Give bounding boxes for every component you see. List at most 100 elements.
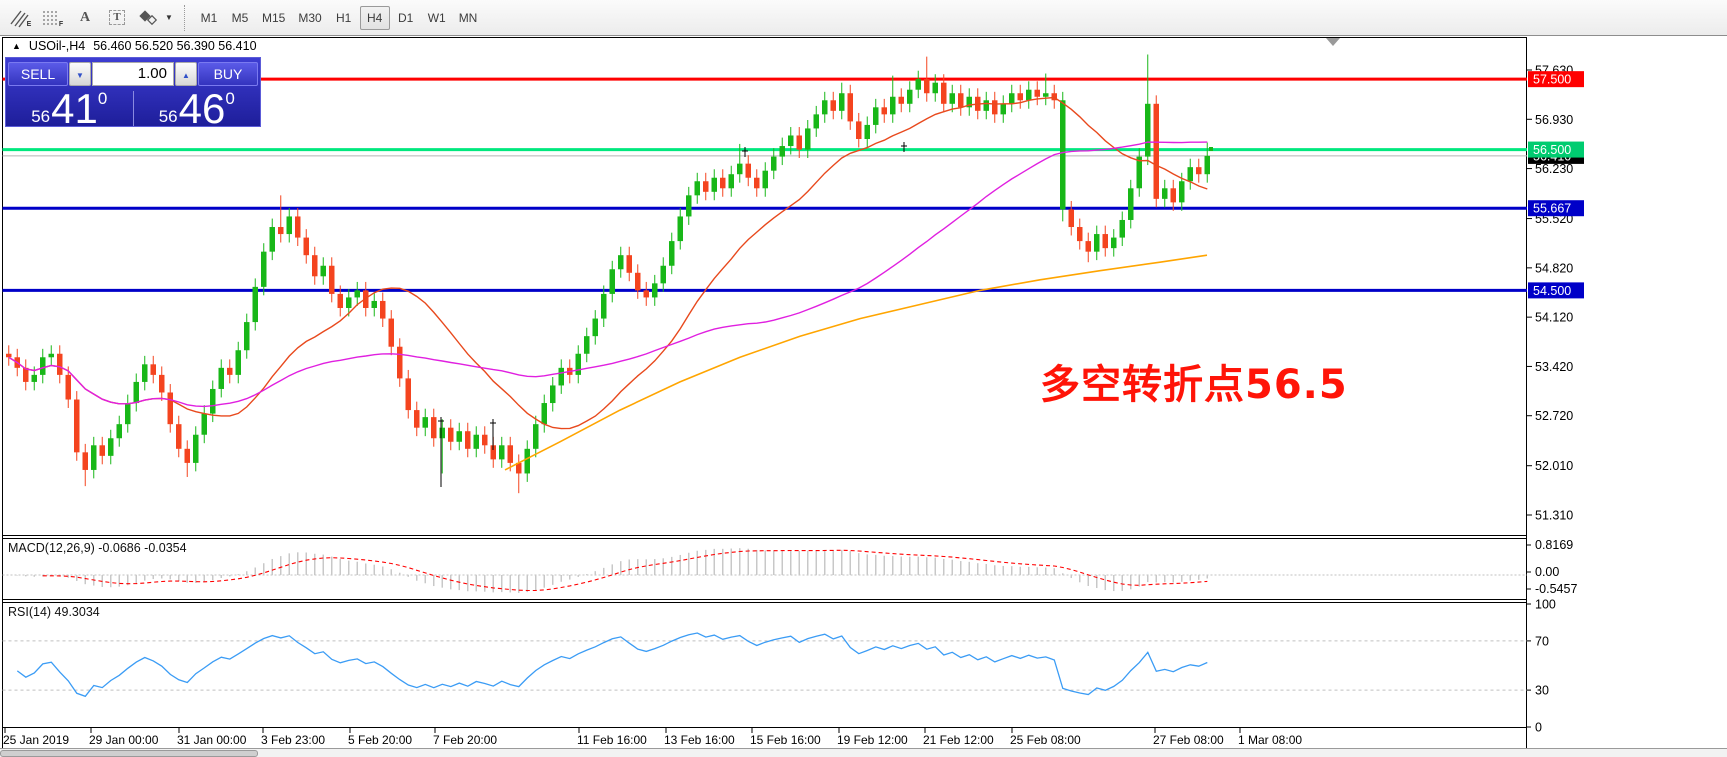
timeframe-button-m30[interactable]: M30 xyxy=(292,6,327,30)
slow-ma xyxy=(504,254,1208,471)
cross-marker[interactable] xyxy=(438,417,444,487)
svg-text:7 Feb 20:00: 7 Feb 20:00 xyxy=(433,733,497,747)
rsi-label: RSI(14) 49.3034 xyxy=(8,605,100,619)
sell-price[interactable]: 56 41 0 xyxy=(6,88,133,130)
buy-price-sup: 0 xyxy=(225,89,235,108)
price-tag-56.500: 56.500 xyxy=(1528,141,1584,158)
svg-text:19 Feb 12:00: 19 Feb 12:00 xyxy=(837,733,908,747)
buy-button[interactable]: BUY xyxy=(198,61,258,86)
text-tool[interactable]: T xyxy=(102,4,132,32)
trade-panel-row: SELL ▼ ▲ BUY xyxy=(6,58,260,87)
collapse-icon[interactable]: ▲ xyxy=(12,41,21,51)
svg-text:15 Feb 16:00: 15 Feb 16:00 xyxy=(750,733,821,747)
svg-text:54.820: 54.820 xyxy=(1535,261,1573,275)
trade-panel-prices: 56 41 0 56 46 0 xyxy=(6,85,261,132)
arrows-icon xyxy=(139,9,158,25)
volume-decrease-button[interactable]: ▼ xyxy=(69,61,91,86)
svg-text:56.500: 56.500 xyxy=(1533,143,1571,157)
text-icon: T xyxy=(109,10,125,25)
buy-price-prefix: 56 xyxy=(158,107,178,126)
svg-text:54.120: 54.120 xyxy=(1535,311,1573,325)
price-divider xyxy=(132,91,134,126)
svg-text:29 Jan 00:00: 29 Jan 00:00 xyxy=(89,733,159,747)
macd-signal-line xyxy=(42,549,1208,592)
svg-text:27 Feb 08:00: 27 Feb 08:00 xyxy=(1153,733,1224,747)
svg-text:56.230: 56.230 xyxy=(1535,162,1573,176)
chart-annotation-text: 多空转折点56.5 xyxy=(1040,362,1348,408)
scroll-to-end-marker[interactable] xyxy=(1326,38,1340,46)
svg-text:21 Feb 12:00: 21 Feb 12:00 xyxy=(923,733,994,747)
svg-text:31 Jan 00:00: 31 Jan 00:00 xyxy=(177,733,247,747)
symbol-bar: ▲ USOil-,H4 56.460 56.520 56.390 56.410 xyxy=(12,39,257,53)
channel-badge: E xyxy=(26,21,32,28)
fast-ma xyxy=(8,96,1208,430)
svg-text:5 Feb 20:00: 5 Feb 20:00 xyxy=(348,733,412,747)
medium-ma xyxy=(8,141,1208,408)
volume-input[interactable] xyxy=(92,61,174,86)
timeframe-button-m15[interactable]: M15 xyxy=(256,6,291,30)
timeframe-button-w1[interactable]: W1 xyxy=(422,6,452,30)
svg-text:51.310: 51.310 xyxy=(1535,509,1573,523)
svg-text:52.010: 52.010 xyxy=(1535,459,1573,473)
svg-text:56.930: 56.930 xyxy=(1535,113,1573,127)
chevron-down-icon: ▼ xyxy=(165,13,173,22)
timeframe-button-h4[interactable]: H4 xyxy=(359,5,390,30)
timeframe-button-mn[interactable]: MN xyxy=(453,6,484,30)
cross-marker[interactable] xyxy=(901,142,907,152)
svg-text:52.720: 52.720 xyxy=(1535,409,1573,423)
cross-marker[interactable] xyxy=(490,419,496,450)
text-label-icon: A xyxy=(79,9,91,25)
svg-text:30: 30 xyxy=(1535,684,1549,698)
last-price-marker xyxy=(1209,147,1213,151)
horizontal-scrollbar[interactable] xyxy=(0,748,1727,757)
channel-icon xyxy=(10,10,29,27)
sell-price-prefix: 56 xyxy=(31,107,51,126)
svg-text:54.500: 54.500 xyxy=(1533,284,1571,298)
svg-text:70: 70 xyxy=(1535,634,1549,648)
buy-price[interactable]: 56 46 0 xyxy=(134,85,261,132)
svg-text:0.8169: 0.8169 xyxy=(1535,538,1573,552)
svg-text:-0.5457: -0.5457 xyxy=(1535,582,1577,596)
svg-text:55.667: 55.667 xyxy=(1533,202,1571,216)
price-tag-54.500: 54.500 xyxy=(1528,282,1584,299)
fibonacci-tool[interactable]: F xyxy=(38,4,68,32)
toolbar-separator xyxy=(184,4,186,31)
scrollbar-thumb[interactable] xyxy=(0,750,258,757)
volume-increase-button[interactable]: ▲ xyxy=(175,61,197,86)
text-label-tool[interactable]: A xyxy=(70,4,100,32)
svg-text:57.500: 57.500 xyxy=(1533,73,1571,87)
svg-text:25 Feb 08:00: 25 Feb 08:00 xyxy=(1010,733,1081,747)
timeframe-button-m1[interactable]: M1 xyxy=(194,6,224,30)
arrows-tool[interactable]: ▼ xyxy=(134,4,176,32)
time-axis: 25 Jan 2019 29 Jan 00:00 31 Jan 00:00 3 Feb… xyxy=(3,728,1302,747)
price-tag-57.500: 57.500 xyxy=(1528,71,1584,88)
cross-marker[interactable] xyxy=(742,147,748,157)
fibonacci-badge: F xyxy=(58,21,64,28)
price-tag-55.667: 55.667 xyxy=(1528,200,1584,217)
buy-price-big: 46 xyxy=(178,85,226,132)
symbol-title: USOil-,H4 xyxy=(28,39,86,53)
one-click-trading-panel: SELL ▼ ▲ BUY 56 41 0 56 46 0 xyxy=(5,57,261,132)
timeframe-button-d1[interactable]: D1 xyxy=(391,6,421,30)
svg-text:100: 100 xyxy=(1535,598,1556,612)
svg-text:13 Feb 16:00: 13 Feb 16:00 xyxy=(664,733,735,747)
svg-text:11 Feb 16:00: 11 Feb 16:00 xyxy=(577,733,647,747)
sell-button[interactable]: SELL xyxy=(8,61,68,86)
timeframe-button-m5[interactable]: M5 xyxy=(225,6,255,30)
timeframe-buttons: M1 M5 M15 M30 H1 H4 D1 W1 MN xyxy=(194,5,484,30)
svg-text:25 Jan 2019: 25 Jan 2019 xyxy=(3,733,69,747)
macd-histogram xyxy=(16,548,1208,593)
svg-text:1 Mar 08:00: 1 Mar 08:00 xyxy=(1238,733,1302,747)
timeframe-button-h1[interactable]: H1 xyxy=(329,6,359,30)
rsi-line xyxy=(16,632,1208,698)
chevron-down-icon: ▼ xyxy=(76,71,84,80)
sell-price-sup: 0 xyxy=(97,89,108,108)
macd-label: MACD(12,26,9) -0.0686 -0.0354 xyxy=(8,541,187,555)
svg-text:53.420: 53.420 xyxy=(1535,360,1573,374)
ohlc-values: 56.460 56.520 56.390 56.410 xyxy=(93,39,257,53)
fibonacci-icon xyxy=(42,10,59,25)
toolbar: E F A T ▼ M1 M5 M15 M30 H1 H4 D1 W1 MN xyxy=(0,0,1727,36)
equidistant-channel-tool[interactable]: E xyxy=(6,4,36,32)
svg-text:0.00: 0.00 xyxy=(1535,565,1559,579)
